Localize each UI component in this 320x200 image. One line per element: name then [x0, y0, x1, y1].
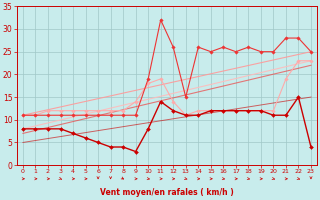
X-axis label: Vent moyen/en rafales ( km/h ): Vent moyen/en rafales ( km/h )	[100, 188, 234, 197]
